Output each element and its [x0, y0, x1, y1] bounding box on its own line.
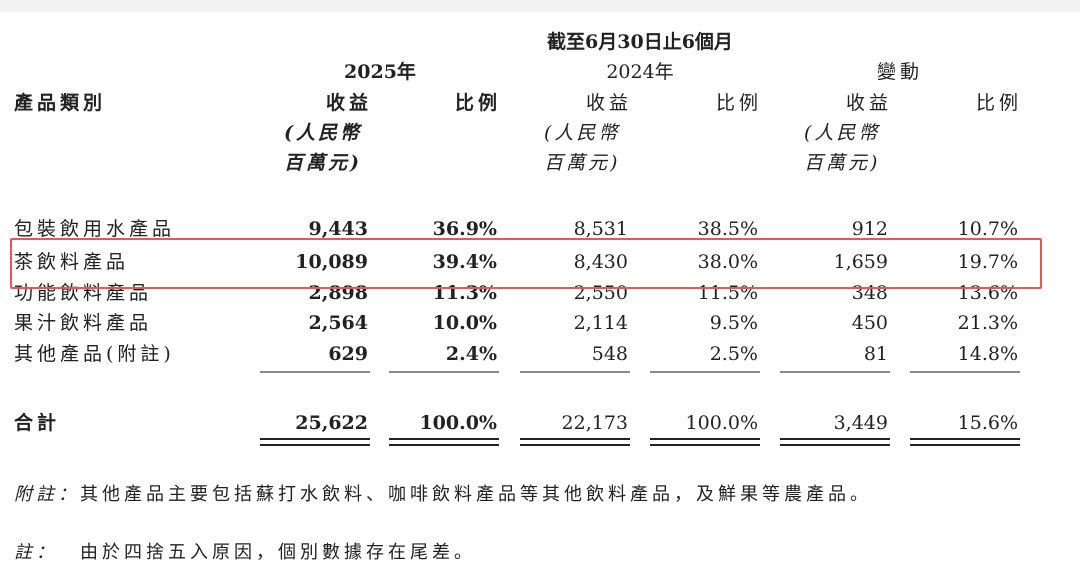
total-value-cell: 100.0% — [419, 412, 497, 434]
value-cell: 912 — [851, 218, 888, 240]
total-double-underline — [910, 438, 1020, 446]
value-cell: 8,430 — [573, 251, 628, 273]
total-label: 合計 — [14, 412, 61, 434]
value-cell: 629 — [328, 343, 368, 365]
value-cell: 2,114 — [573, 312, 628, 334]
value-cell: 19.7% — [957, 251, 1018, 273]
unit-label: 百萬元) — [544, 152, 621, 174]
appendix-text: 其他產品主要包括蘇打水飲料、咖啡飲料產品等其他飲料產品，及鮮果等農產品。 — [80, 484, 872, 505]
subtotal-underline — [389, 371, 499, 373]
total-double-underline — [389, 438, 499, 446]
value-cell: 9,443 — [308, 218, 369, 240]
change-header: 變動 — [876, 61, 923, 83]
appendix-label: 附註： — [14, 484, 80, 505]
unit-label: (人民幣 — [804, 122, 881, 144]
revenue-col-header: 收益 — [325, 92, 372, 114]
total-double-underline — [780, 438, 890, 446]
value-cell: 548 — [591, 343, 628, 365]
total-double-underline — [520, 438, 630, 446]
subtotal-underline — [520, 371, 630, 373]
ratio-col-header: 比例 — [715, 92, 762, 114]
value-cell: 81 — [863, 343, 888, 365]
value-cell: 450 — [851, 312, 888, 334]
total-double-underline — [650, 438, 760, 446]
value-cell: 39.4% — [432, 251, 497, 273]
note-label: 註： — [14, 542, 58, 563]
total-value-cell: 100.0% — [685, 412, 758, 434]
value-cell: 2.5% — [709, 343, 758, 365]
value-cell: 21.3% — [957, 312, 1018, 334]
unit-label: 百萬元) — [804, 152, 881, 174]
value-cell: 9.5% — [709, 312, 758, 334]
value-cell: 10.0% — [432, 312, 497, 334]
value-cell: 2.4% — [445, 343, 497, 365]
ratio-col-header: 比例 — [975, 92, 1022, 114]
unit-label: 百萬元) — [284, 152, 362, 174]
subtotal-underline — [780, 371, 890, 373]
period-header: 截至6月30日止6個月 — [547, 31, 733, 53]
ratio-col-header: 比例 — [454, 92, 501, 114]
category-cell: 其他產品(附註) — [14, 343, 175, 365]
subtotal-underline — [650, 371, 760, 373]
category-header: 產品類別 — [14, 92, 107, 114]
category-cell: 茶飲料產品 — [14, 251, 130, 273]
highlight-box — [10, 238, 1042, 289]
value-cell: 36.9% — [432, 218, 497, 240]
category-cell: 包裝飲用水產品 — [14, 218, 176, 240]
subtotal-underline — [260, 371, 370, 373]
year-2025-header: 2025年 — [344, 61, 416, 83]
value-cell: 8,531 — [573, 218, 628, 240]
unit-label: (人民幣 — [544, 122, 621, 144]
note-text: 由於四捨五入原因，個別數據存在尾差。 — [80, 542, 476, 563]
value-cell: 1,659 — [833, 251, 888, 273]
top-bar — [0, 0, 1080, 12]
value-cell: 2,564 — [308, 312, 369, 334]
total-value-cell: 15.6% — [957, 412, 1018, 434]
value-cell: 10.7% — [957, 218, 1018, 240]
year-2024-header: 2024年 — [606, 61, 674, 83]
value-cell: 38.0% — [697, 251, 758, 273]
appendix-note: 附註：其他產品主要包括蘇打水飲料、咖啡飲料產品等其他飲料產品，及鮮果等農產品。 — [14, 483, 872, 507]
rounding-note: 註： 由於四捨五入原因，個別數據存在尾差。 — [14, 541, 476, 565]
category-cell: 果汁飲料產品 — [14, 312, 153, 334]
value-cell: 10,089 — [295, 251, 368, 273]
total-double-underline — [260, 438, 370, 446]
value-cell: 38.5% — [697, 218, 758, 240]
total-value-cell: 3,449 — [833, 412, 888, 434]
subtotal-underline — [910, 371, 1020, 373]
value-cell: 14.8% — [957, 343, 1018, 365]
revenue-col-header: 收益 — [585, 92, 632, 114]
total-value-cell: 22,173 — [561, 412, 628, 434]
unit-label: (人民幣 — [284, 122, 362, 144]
total-value-cell: 25,622 — [295, 412, 368, 434]
revenue-col-header: 收益 — [845, 92, 892, 114]
